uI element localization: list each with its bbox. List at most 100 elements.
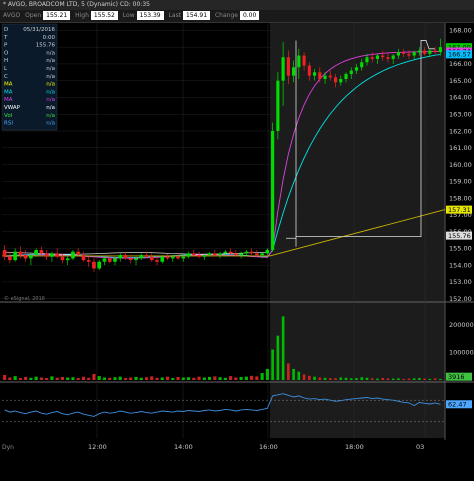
volume-bar bbox=[229, 376, 233, 380]
volume-bar bbox=[71, 377, 75, 380]
candle-body bbox=[312, 72, 317, 76]
volume-bar bbox=[433, 378, 437, 380]
price-value-tag: 157.31 bbox=[448, 206, 471, 214]
volume-bar bbox=[244, 376, 248, 380]
candle-body bbox=[113, 258, 117, 262]
volume-bar bbox=[39, 377, 43, 380]
volume-bar bbox=[160, 377, 164, 380]
volume-bar bbox=[370, 378, 374, 380]
rsi-value-tag-bg bbox=[446, 400, 472, 409]
low-label: Low bbox=[122, 12, 135, 19]
volume-bar bbox=[97, 376, 101, 380]
volume-bar bbox=[386, 378, 390, 380]
volume-value-tag: 3916 bbox=[448, 373, 465, 381]
volume-bar bbox=[255, 376, 259, 380]
low-value: 153.39 bbox=[136, 11, 164, 20]
candle-body bbox=[81, 255, 86, 261]
price-value-tag: 155.76 bbox=[448, 232, 471, 240]
candle-body bbox=[197, 255, 201, 257]
volume-bar bbox=[355, 378, 358, 380]
volume-bar bbox=[150, 376, 154, 380]
candle-body bbox=[302, 55, 306, 66]
volume-bar bbox=[287, 363, 290, 380]
candle-body bbox=[292, 67, 296, 76]
info-key: T bbox=[3, 35, 8, 41]
candle-body bbox=[260, 253, 264, 256]
candle-body bbox=[428, 50, 432, 54]
candle-body bbox=[407, 53, 411, 56]
volume-bar bbox=[155, 377, 159, 380]
last-label: Last bbox=[168, 12, 182, 19]
candle-body bbox=[323, 75, 327, 80]
candle-body bbox=[281, 57, 285, 81]
candle-body bbox=[344, 73, 348, 80]
price-tick-label: 155.00 bbox=[449, 245, 472, 253]
price-tick-label: 160.00 bbox=[449, 161, 472, 169]
rsi-layer bbox=[2, 393, 445, 423]
info-value: n/a bbox=[46, 58, 55, 64]
price-tick-label: 158.00 bbox=[449, 194, 472, 202]
open-label: Open bbox=[25, 12, 42, 19]
candle-body bbox=[86, 260, 91, 262]
volume-bar bbox=[108, 377, 112, 380]
info-value: n/a bbox=[46, 66, 55, 72]
price-value-tag: 167.00 bbox=[448, 43, 471, 51]
candle-body bbox=[55, 253, 60, 257]
info-panel-bg bbox=[1, 23, 58, 131]
price-tick-label: 161.00 bbox=[449, 144, 472, 152]
price-tick-label: 157.00 bbox=[449, 211, 472, 219]
volume-bar bbox=[439, 378, 442, 380]
overlay-box-line bbox=[286, 40, 435, 247]
candle-body bbox=[265, 250, 270, 254]
candles-layer bbox=[2, 38, 442, 272]
volume-tick-label: 200000 bbox=[449, 321, 474, 329]
price-value-tag-bg bbox=[446, 50, 472, 59]
volume-bar bbox=[323, 377, 327, 380]
volume-bar bbox=[181, 377, 185, 380]
candle-body bbox=[286, 57, 290, 76]
candle-body bbox=[386, 57, 390, 59]
time-tick-label: 03 bbox=[416, 443, 424, 451]
candle-body bbox=[102, 258, 107, 262]
info-key: P bbox=[4, 43, 8, 49]
watermark: © eSignal, 2016 bbox=[4, 295, 45, 302]
volume-bar bbox=[197, 376, 201, 380]
candle-body bbox=[18, 251, 23, 256]
volume-bar bbox=[202, 377, 206, 380]
candle-body bbox=[97, 261, 102, 269]
price-value-tag-bg bbox=[446, 205, 472, 214]
change-label: Change bbox=[214, 12, 238, 19]
info-key: L bbox=[4, 66, 8, 72]
volume-bar bbox=[360, 377, 364, 380]
ma-cyan-line bbox=[4, 53, 441, 259]
volume-bar bbox=[344, 377, 348, 380]
volume-bar bbox=[13, 376, 17, 380]
candle-body bbox=[76, 251, 81, 256]
volume-bar bbox=[402, 378, 405, 380]
change-value: 0.00 bbox=[239, 11, 260, 20]
candle-body bbox=[228, 251, 233, 254]
volume-value-tag-bg bbox=[446, 372, 472, 381]
candle-body bbox=[249, 251, 254, 254]
info-key: O bbox=[4, 50, 9, 56]
info-key: RSI bbox=[4, 121, 13, 127]
candle-body bbox=[417, 50, 421, 53]
candle-body bbox=[23, 255, 28, 259]
volume-bar bbox=[8, 377, 12, 380]
candle-body bbox=[433, 50, 437, 53]
info-value: 0:00 bbox=[43, 35, 56, 41]
volume-bar bbox=[365, 377, 369, 380]
info-key: VWAP bbox=[4, 105, 21, 111]
volume-bar bbox=[123, 378, 128, 380]
price-tick-label: 168.00 bbox=[449, 27, 472, 35]
candle-body bbox=[360, 62, 364, 68]
price-tick-label: 162.00 bbox=[449, 127, 472, 135]
info-key: Vol bbox=[4, 113, 13, 119]
overlay-layer bbox=[2, 40, 446, 259]
candle-body bbox=[123, 255, 128, 259]
volume-tick-label: 100000 bbox=[449, 349, 474, 357]
volume-bar bbox=[176, 376, 180, 380]
candle-body bbox=[438, 47, 442, 53]
volume-bar bbox=[102, 377, 107, 380]
candle-body bbox=[128, 258, 133, 261]
